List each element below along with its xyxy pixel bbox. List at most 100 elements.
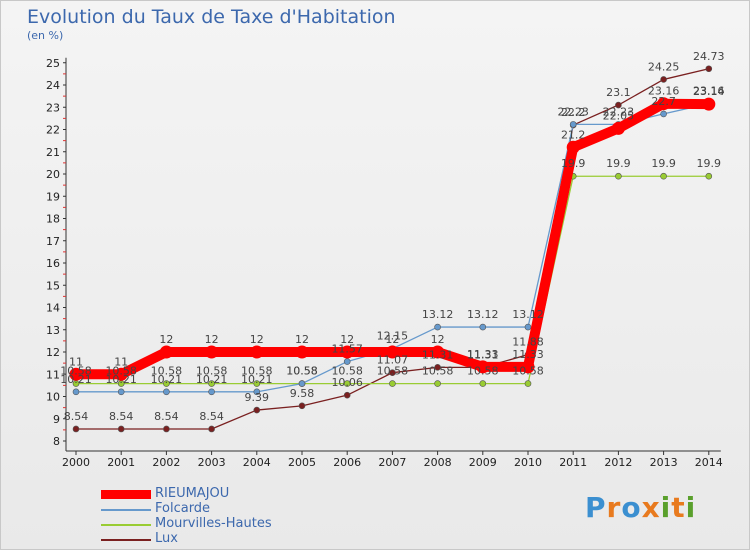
data-point: [569, 121, 577, 128]
data-point: [117, 425, 125, 433]
y-tick-label: 12: [46, 346, 60, 359]
chart-legend: RIEUMAJOU Folcarde Mourvilles-Hautes Lux: [101, 486, 361, 547]
y-tick-label: 25: [46, 57, 60, 70]
y-tick-label: 15: [46, 279, 60, 292]
data-point: [117, 388, 125, 396]
data-point: [205, 345, 219, 359]
data-label: 8.54: [64, 410, 89, 423]
x-tick-label: 2012: [604, 456, 632, 469]
x-tick-label: 2004: [243, 456, 271, 469]
legend-label-mourvilles-hautes: Mourvilles-Hautes: [155, 516, 272, 531]
data-point: [343, 358, 351, 365]
chart-series-lines: [69, 65, 716, 433]
data-label: 23.14: [693, 85, 725, 98]
legend-item-lux: Lux: [101, 531, 361, 547]
legend-swatch-lux: [101, 539, 151, 541]
y-tick-label: 14: [46, 302, 60, 315]
chart-axes: 8 9 10 11 12 13 14 15 16 17 18 19 20 21 22 23 24 25 2000 20…: [46, 57, 723, 469]
y-tick-label: 8: [53, 435, 60, 448]
data-label: 12: [385, 333, 399, 346]
data-label: 9.39: [245, 391, 270, 404]
chart-title: Evolution du Taux de Taxe d'Habitation: [27, 6, 396, 28]
y-tick-label: 11: [46, 368, 60, 381]
data-point: [114, 367, 128, 381]
y-tick-label: 22: [46, 124, 60, 137]
data-point: [702, 97, 716, 111]
data-point: [159, 345, 173, 359]
data-point: [298, 380, 306, 387]
data-point: [476, 360, 490, 374]
data-point: [524, 323, 532, 331]
legend-item-mourvilles-hautes: Mourvilles-Hautes: [101, 516, 361, 532]
data-label: 12.15: [377, 330, 409, 343]
data-point: [163, 388, 170, 396]
data-point: [479, 380, 487, 387]
data-label: 11.33: [512, 348, 544, 361]
x-tick-label: 2013: [650, 456, 678, 469]
data-label: 19.9: [697, 157, 722, 170]
data-point: [434, 323, 441, 331]
data-point: [524, 380, 532, 387]
data-point: [615, 101, 622, 109]
data-label: 19.9: [651, 157, 676, 170]
x-tick-label: 2000: [62, 456, 90, 469]
x-tick-label: 2001: [107, 456, 135, 469]
x-tick-label: 2009: [469, 456, 497, 469]
legend-label-lux: Lux: [155, 531, 178, 546]
data-point: [521, 360, 535, 374]
data-point: [705, 172, 713, 180]
data-point: [208, 388, 215, 396]
data-point: [340, 345, 354, 359]
data-label: 13.12: [512, 308, 544, 321]
legend-swatch-mourvilles-hautes: [101, 524, 151, 526]
data-label: 10.21: [60, 373, 92, 386]
data-label: 10.58: [286, 365, 318, 378]
data-label: 24.25: [648, 60, 680, 73]
data-point: [479, 323, 487, 331]
data-point: [343, 391, 351, 399]
data-point: [72, 425, 80, 433]
data-label: 10.58: [467, 365, 499, 378]
legend-item-folcarde: Folcarde: [101, 501, 361, 517]
data-label: 10.06: [331, 376, 363, 389]
data-point: [434, 380, 441, 387]
x-tick-label: 2002: [152, 456, 180, 469]
data-label: 8.54: [199, 410, 224, 423]
data-label: 10.58: [241, 365, 273, 378]
data-point: [250, 345, 264, 359]
data-label: 19.9: [561, 157, 586, 170]
x-tick-label: 2011: [559, 456, 587, 469]
data-point: [431, 345, 445, 359]
data-label: 12: [431, 333, 445, 346]
y-tick-label: 9: [53, 413, 60, 426]
data-label: 10.58: [331, 365, 363, 378]
y-tick-label: 24: [46, 79, 60, 92]
data-label: 10.58: [60, 365, 92, 378]
data-point: [253, 388, 261, 396]
data-point: [389, 380, 396, 387]
chart-unit-label: (en %): [27, 29, 64, 42]
data-point: [253, 406, 261, 414]
data-label: 23.16: [693, 85, 725, 98]
data-label: 10.21: [241, 373, 273, 386]
data-label: 10.58: [196, 365, 228, 378]
data-label: 10.58: [151, 365, 183, 378]
data-label: 10.58: [512, 365, 544, 378]
data-label: 12: [159, 333, 173, 346]
data-label: 8.54: [109, 410, 134, 423]
data-point: [208, 380, 215, 387]
data-label: 13.12: [422, 308, 454, 321]
data-label: 10.58: [377, 365, 409, 378]
data-point: [660, 172, 667, 180]
data-point: [434, 364, 441, 371]
data-label: 24.73: [693, 50, 725, 63]
data-label: 11.33: [467, 348, 499, 361]
data-label: 10.21: [196, 373, 228, 386]
legend-label-rieumajou: RIEUMAJOU: [155, 486, 230, 501]
y-tick-label: 19: [46, 190, 60, 203]
data-point: [657, 97, 671, 111]
data-label: 22.23: [603, 105, 635, 118]
data-point: [705, 65, 713, 73]
data-point: [343, 380, 351, 387]
data-label: 11.07: [377, 354, 409, 367]
